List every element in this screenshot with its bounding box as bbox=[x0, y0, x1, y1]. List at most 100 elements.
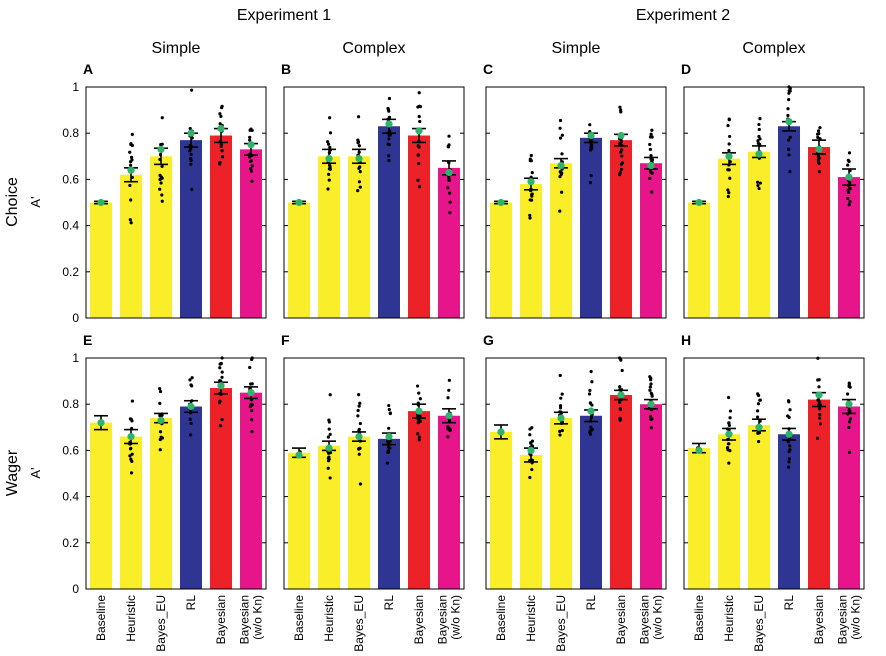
subject-dot-D-1-2 bbox=[728, 134, 732, 139]
bar-G-3 bbox=[580, 415, 602, 589]
subject-dot-F-5-7 bbox=[447, 388, 451, 392]
x-label-F-3: RL bbox=[382, 595, 396, 611]
bar-G-4 bbox=[610, 394, 632, 589]
panel-letter-E: E bbox=[83, 332, 92, 348]
x-label-line-H-3-0: RL bbox=[782, 595, 796, 611]
condition-title-B: Complex bbox=[342, 40, 405, 57]
x-label-line-F-4-0: Bayesian bbox=[412, 595, 426, 644]
median-marker-E-1 bbox=[127, 432, 135, 441]
subject-dot-H-1-9 bbox=[728, 409, 733, 413]
subject-dot-F-3-9 bbox=[386, 450, 391, 454]
subject-dot-A-5-9 bbox=[248, 155, 252, 159]
subject-dot-F-3-7 bbox=[387, 426, 391, 430]
experiment-2-title: Experiment 2 bbox=[636, 7, 730, 24]
subject-dot-A-5-5 bbox=[249, 166, 253, 171]
subject-dot-C-2-8 bbox=[558, 209, 562, 213]
subject-dot-B-4-8 bbox=[417, 91, 421, 95]
subject-dot-H-4-7 bbox=[817, 385, 821, 389]
subject-dot-B-5-11 bbox=[448, 210, 452, 215]
subject-dot-C-4-9 bbox=[619, 167, 624, 172]
subject-dot-C-2-12 bbox=[558, 118, 563, 123]
median-marker-E-3 bbox=[187, 402, 195, 411]
bar-E-0 bbox=[90, 422, 112, 589]
bar-G-5 bbox=[640, 404, 662, 589]
y-tick-label-E-3: 0.6 bbox=[62, 443, 79, 457]
subject-dot-H-3-15 bbox=[786, 414, 790, 418]
subject-dot-H-5-14 bbox=[848, 417, 853, 421]
x-label-E-3: RL bbox=[184, 595, 198, 611]
subject-dot-G-3-15 bbox=[587, 392, 592, 396]
subject-dot-G-3-4 bbox=[589, 369, 593, 374]
subject-dot-E-4-15 bbox=[220, 370, 224, 374]
subject-dot-D-1-11 bbox=[726, 123, 730, 128]
subject-dot-H-4-6 bbox=[818, 407, 822, 411]
subject-dot-G-4-13 bbox=[618, 416, 622, 420]
subject-dot-C-4-7 bbox=[618, 170, 622, 175]
subject-dot-A-3-13 bbox=[189, 152, 193, 157]
subject-dot-A-1-15 bbox=[129, 221, 133, 225]
median-marker-H-3 bbox=[785, 430, 793, 438]
subject-dot-D-1-14 bbox=[726, 188, 730, 192]
subject-dot-H-5-12 bbox=[848, 385, 852, 389]
subject-dot-C-5-10 bbox=[650, 171, 654, 175]
subject-dot-E-2-8 bbox=[158, 401, 162, 405]
condition-title-D: Complex bbox=[742, 40, 805, 57]
bar-H-2 bbox=[748, 424, 770, 589]
subject-dot-H-3-0 bbox=[787, 460, 791, 464]
median-marker-H-5 bbox=[845, 400, 853, 408]
subject-dot-F-4-10 bbox=[417, 438, 421, 442]
subject-dot-B-5-14 bbox=[447, 143, 451, 147]
subject-dot-A-4-8 bbox=[218, 161, 222, 165]
bar-B-0 bbox=[288, 202, 310, 318]
x-label-H-4: Bayesian bbox=[812, 595, 826, 644]
x-label-G-5: Bayesian (w/o Kn) bbox=[638, 595, 665, 644]
y-tick-label-A-4: 0.8 bbox=[62, 126, 79, 140]
subject-dot-A-3-12 bbox=[190, 88, 194, 92]
median-marker-F-0 bbox=[295, 451, 303, 459]
x-label-line-E-5-1: (w/o Kn) bbox=[251, 595, 265, 640]
subject-dot-E-2-9 bbox=[158, 448, 162, 452]
subject-dot-C-5-9 bbox=[649, 132, 653, 136]
subject-dot-D-2-4 bbox=[758, 181, 762, 185]
subject-dot-B-2-4 bbox=[358, 170, 362, 174]
subject-dot-D-1-15 bbox=[728, 176, 732, 180]
subject-dot-F-4-12 bbox=[418, 419, 422, 423]
median-marker-G-0 bbox=[497, 428, 505, 436]
bar-F-4 bbox=[408, 411, 430, 589]
subject-dot-E-3-9 bbox=[188, 378, 192, 382]
subject-dot-G-4-12 bbox=[618, 407, 623, 411]
bar-B-3 bbox=[378, 126, 400, 319]
subject-dot-F-5-2 bbox=[446, 396, 450, 400]
subject-dot-B-4-13 bbox=[418, 119, 422, 124]
subject-dot-F-1-10 bbox=[328, 476, 332, 480]
subject-dot-C-2-3 bbox=[558, 136, 563, 140]
subject-dot-E-3-1 bbox=[188, 417, 192, 421]
bar-C-3 bbox=[580, 137, 602, 318]
row-label-choice: Choice bbox=[4, 177, 21, 227]
subject-dot-E-3-10 bbox=[188, 433, 193, 437]
bar-D-4 bbox=[808, 147, 830, 318]
y-tick-label-A-5: 1 bbox=[72, 80, 79, 94]
subject-dot-B-5-15 bbox=[448, 191, 452, 195]
subject-dot-H-2-0 bbox=[755, 415, 760, 419]
bar-D-0 bbox=[688, 202, 710, 318]
median-marker-C-5 bbox=[647, 161, 655, 170]
panel-D: Complex D bbox=[681, 40, 865, 319]
bar-A-1 bbox=[120, 174, 142, 318]
subject-dot-B-1-6 bbox=[326, 142, 331, 146]
subject-dot-E-5-1 bbox=[248, 365, 252, 370]
x-label-line-H-1-0: Heuristic bbox=[722, 595, 736, 642]
subject-dot-C-4-15 bbox=[620, 154, 624, 158]
subject-dot-A-4-0 bbox=[220, 149, 224, 153]
subject-dot-B-2-9 bbox=[357, 144, 361, 148]
subject-dot-D-5-14 bbox=[847, 151, 852, 155]
subject-dot-G-2-3 bbox=[558, 433, 562, 437]
x-label-line-E-2-0: Bayes_EU bbox=[154, 595, 168, 652]
subject-dot-C-5-8 bbox=[648, 142, 652, 147]
subject-dot-D-4-5 bbox=[816, 129, 821, 133]
bar-G-2 bbox=[550, 418, 572, 589]
subject-dot-H-4-1 bbox=[818, 412, 822, 417]
subject-dot-A-2-14 bbox=[160, 193, 164, 197]
subject-dot-E-4-4 bbox=[218, 400, 222, 405]
